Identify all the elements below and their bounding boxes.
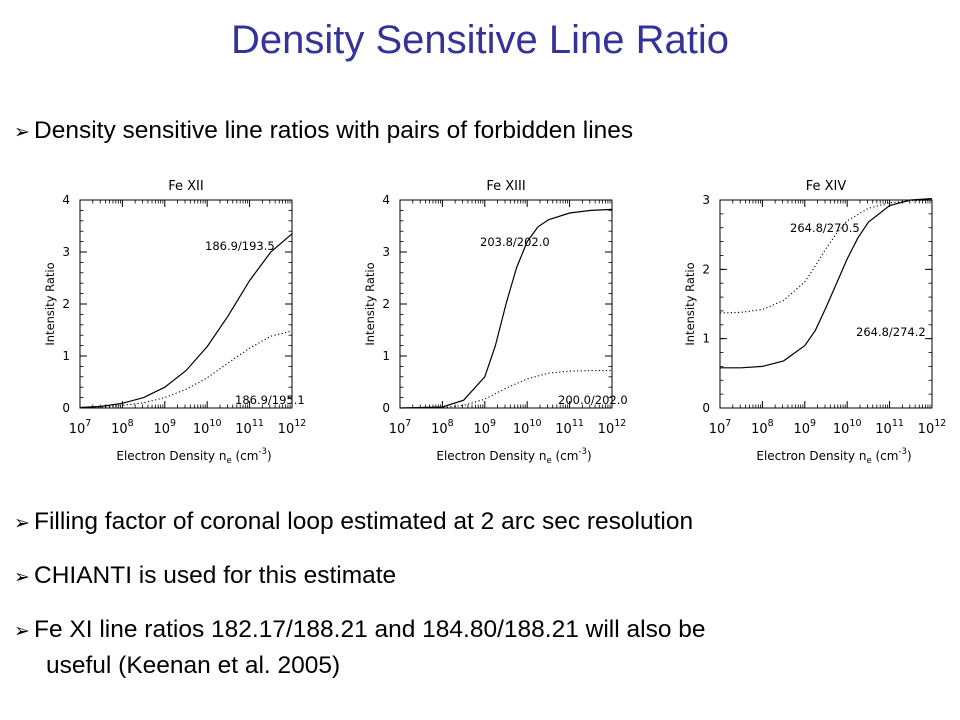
bullet-item: ➢ Density sensitive line ratios with pair… (14, 116, 633, 147)
y-tick-label: 0 (382, 401, 390, 415)
x-tick-label: 1012 (598, 418, 627, 437)
y-tick-label: 3 (382, 245, 390, 259)
x-tick-label: 107 (389, 418, 412, 437)
x-axis-label: Electron Density ne (cm-3) (116, 447, 271, 466)
arrow-bullet-icon: ➢ (14, 512, 30, 534)
x-axis-label: Electron Density ne (cm-3) (756, 447, 911, 466)
bullet-item: ➢ Fe XI line ratios 182.17/188.21 and 184… (14, 615, 706, 646)
chart-title: Fe XIV (806, 179, 847, 194)
chart-title: Fe XII (168, 179, 203, 194)
bullet-text: CHIANTI is used for this estimate (34, 562, 397, 589)
chart-fe-xiii-svg: Fe XIII 107 108 109 1010 1011 1012 0 1 2 3 4 Intensi… (363, 179, 628, 466)
bullet-text: Fe XI line ratios 182.17/188.21 and 184.… (34, 616, 706, 643)
y-tick-label: 0 (702, 401, 710, 415)
x-tick-label: 1012 (918, 418, 947, 437)
y-axis-label: Intensity Ratio (43, 262, 57, 345)
x-tick-label: 1010 (833, 418, 862, 437)
bullet-item: ➢ CHIANTI is used for this estimate (14, 561, 396, 592)
y-tick-label: 2 (62, 297, 70, 311)
y-tick-label: 4 (62, 193, 70, 207)
y-tick-label: 2 (702, 262, 710, 276)
x-tick-label: 1010 (193, 418, 222, 437)
y-tick-label: 3 (702, 193, 710, 207)
x-tick-label: 109 (474, 418, 497, 437)
chart-fe-xii: Fe XII 107 108 109 1010 1011 1012 0 1 2 3 4 Intensit… (40, 168, 310, 478)
chart-fe-xiv: Fe XIV 107 108 109 1010 1011 1012 0 1 2 3 Intensity… (680, 168, 955, 478)
y-tick-label: 2 (382, 297, 390, 311)
chart-title: Fe XIII (486, 179, 525, 194)
y-axis-label: Intensity Ratio (683, 262, 697, 345)
x-tick-label: 108 (431, 418, 454, 437)
series-label: 264.8/270.5 (790, 221, 860, 235)
bullet-item: ➢ Filling factor of coronal loop estimate… (14, 507, 693, 538)
plot-frame (79, 199, 293, 409)
x-tick-label: 107 (709, 418, 732, 437)
x-tick-label: 1011 (555, 418, 584, 437)
plot-frame (719, 199, 933, 409)
series-line-186-9-195-1 (79, 330, 293, 409)
series-line-203-8-202-0 (399, 208, 613, 409)
arrow-bullet-icon: ➢ (14, 121, 30, 143)
bullet-text: Density sensitive line ratios with pairs… (34, 117, 634, 144)
arrow-bullet-icon: ➢ (14, 566, 30, 588)
chart-fe-xiii: Fe XIII 107 108 109 1010 1011 1012 0 1 2 3 4 Intensi… (360, 168, 630, 478)
y-tick-label: 4 (382, 193, 390, 207)
x-tick-label: 108 (111, 418, 134, 437)
series-line-264-8-270-5 (719, 199, 933, 314)
y-tick-label: 0 (62, 401, 70, 415)
bullet-text: Filling factor of coronal loop estimated… (34, 508, 694, 535)
y-axis-label: Intensity Ratio (363, 262, 377, 345)
chart-fe-xii-svg: Fe XII 107 108 109 1010 1011 1012 0 1 2 3 4 Intensit… (43, 179, 307, 466)
series-label: 186.9/195.1 (235, 393, 305, 407)
y-tick-label: 1 (62, 349, 70, 363)
x-tick-label: 1010 (513, 418, 542, 437)
x-tick-label: 109 (154, 418, 177, 437)
chart-fe-xiv-svg: Fe XIV 107 108 109 1010 1011 1012 0 1 2 3 Intensity… (683, 179, 947, 466)
series-label: 200.0/202.0 (558, 393, 628, 407)
series-line-264-8-274-2 (720, 198, 933, 369)
slide-title: Density Sensitive Line Ratio (230, 18, 730, 62)
x-tick-label: 1011 (235, 418, 264, 437)
x-tick-label: 108 (751, 418, 774, 437)
x-tick-label: 1012 (278, 418, 307, 437)
x-tick-label: 109 (794, 418, 817, 437)
x-tick-label: 107 (69, 418, 92, 437)
y-tick-label: 1 (382, 349, 390, 363)
x-axis-label: Electron Density ne (cm-3) (436, 447, 591, 466)
series-line-186-9-193-5 (79, 233, 293, 409)
bullet-continuation: useful (Keenan et al. 2005) (46, 652, 341, 679)
y-tick-label: 1 (702, 332, 710, 346)
series-label: 264.8/274.2 (856, 325, 926, 339)
y-tick-label: 3 (62, 245, 70, 259)
series-label: 203.8/202.0 (480, 235, 550, 249)
series-label: 186.9/193.5 (205, 239, 275, 253)
arrow-bullet-icon: ➢ (14, 620, 30, 642)
x-tick-label: 1011 (875, 418, 904, 437)
